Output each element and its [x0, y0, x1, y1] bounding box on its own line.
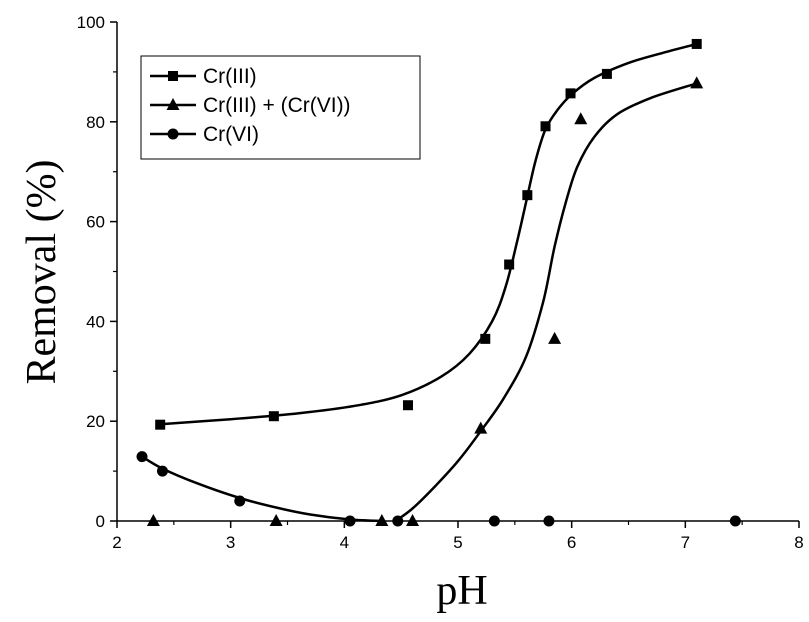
data-point-cr-iii-cr-vi	[690, 76, 704, 89]
data-point-cr-iii-cr-vi	[474, 421, 488, 434]
data-point-cr-vi	[543, 515, 555, 527]
x-tick-label: 2	[112, 533, 121, 552]
y-axis-ticks: 0 20 40 60 80 100	[77, 13, 117, 531]
data-point-cr-iii	[540, 121, 551, 132]
y-tick-label: 40	[86, 312, 105, 331]
data-point-cr-iii	[155, 419, 166, 430]
y-tick-label: 60	[86, 213, 105, 232]
data-point-cr-iii	[565, 88, 576, 99]
y-tick-label: 20	[86, 412, 105, 431]
data-point-cr-iii-cr-vi	[146, 514, 160, 526]
data-point-cr-iii	[268, 411, 279, 422]
legend-marker-cr-iii	[168, 71, 178, 81]
data-point-cr-vi	[488, 515, 500, 527]
legend-marker-cr-vi	[167, 128, 179, 140]
data-point-cr-iii-cr-vi	[548, 331, 562, 344]
data-point-cr-iii	[522, 190, 533, 201]
data-point-cr-vi	[156, 465, 168, 477]
x-axis-ticks: 2 3 4 5 6 7 8	[112, 521, 804, 552]
data-point-cr-iii	[402, 400, 413, 411]
data-point-cr-iii	[480, 333, 491, 344]
x-tick-label: 3	[226, 533, 235, 552]
data-point-cr-vi	[729, 515, 741, 527]
data-point-cr-iii-cr-vi	[375, 514, 389, 526]
y-tick-label: 80	[86, 113, 105, 132]
fit-line-cr-vi	[141, 455, 385, 523]
x-tick-label: 4	[340, 533, 349, 552]
data-point-cr-vi	[234, 495, 246, 507]
data-point-cr-iii	[601, 68, 612, 79]
x-tick-label: 5	[453, 533, 462, 552]
data-markers	[136, 38, 741, 527]
data-point-cr-iii	[504, 259, 515, 270]
data-point-cr-vi	[392, 515, 404, 527]
y-axis-title: Removal (%)	[19, 159, 65, 384]
x-tick-label: 7	[681, 533, 690, 552]
legend-marker-cr-iii-cr-vi	[166, 98, 180, 110]
data-point-cr-iii-cr-vi	[406, 514, 420, 526]
data-point-cr-iii	[691, 38, 702, 49]
data-point-cr-vi	[136, 451, 148, 463]
legend-label-cr-iii-cr-vi: Cr(III) + (Cr(VI))	[203, 94, 351, 117]
fit-line-cr-iii	[160, 42, 698, 426]
x-axis-title: pH	[436, 568, 487, 614]
y-tick-label: 0	[96, 512, 105, 531]
fit-line-cr-iii-cr-vi	[394, 82, 698, 523]
legend: Cr(III) Cr(III) + (Cr(VI)) Cr(VI)	[140, 55, 421, 160]
data-point-cr-iii-cr-vi	[269, 514, 283, 526]
legend-box	[140, 55, 421, 160]
x-tick-label: 8	[794, 533, 803, 552]
legend-label-cr-vi: Cr(VI)	[203, 123, 259, 146]
x-tick-label: 6	[567, 533, 576, 552]
y-tick-label: 100	[77, 13, 105, 32]
legend-label-cr-iii: Cr(III)	[203, 65, 257, 88]
data-point-cr-vi	[344, 515, 356, 527]
data-point-cr-iii-cr-vi	[574, 112, 588, 125]
legend-items: Cr(III) Cr(III) + (Cr(VI)) Cr(VI)	[150, 65, 351, 146]
